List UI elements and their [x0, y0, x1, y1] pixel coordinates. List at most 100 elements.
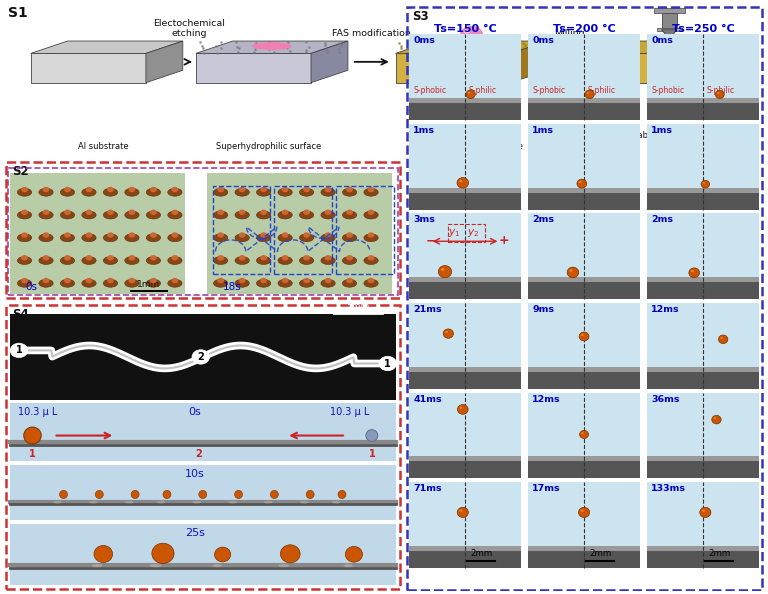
Ellipse shape [171, 187, 178, 192]
Text: 21ms: 21ms [413, 305, 442, 314]
FancyBboxPatch shape [10, 465, 396, 520]
Ellipse shape [325, 187, 332, 192]
FancyBboxPatch shape [528, 546, 640, 551]
Ellipse shape [18, 257, 31, 264]
FancyBboxPatch shape [10, 403, 396, 461]
Ellipse shape [214, 188, 228, 196]
Text: 12ms: 12ms [532, 394, 561, 403]
Ellipse shape [303, 187, 310, 192]
Ellipse shape [39, 279, 53, 287]
Ellipse shape [264, 501, 273, 504]
Ellipse shape [89, 501, 98, 504]
Ellipse shape [22, 210, 28, 215]
Ellipse shape [171, 210, 178, 215]
Ellipse shape [214, 257, 228, 264]
Polygon shape [31, 53, 146, 83]
Text: 1ms: 1ms [413, 126, 435, 135]
Ellipse shape [124, 188, 139, 196]
Polygon shape [707, 41, 743, 83]
Text: +: + [499, 234, 509, 247]
Ellipse shape [257, 211, 271, 219]
Ellipse shape [581, 334, 584, 336]
Ellipse shape [300, 188, 314, 196]
Ellipse shape [321, 188, 335, 196]
Text: 18s: 18s [223, 282, 241, 292]
FancyBboxPatch shape [409, 303, 521, 389]
Text: 3ms: 3ms [413, 216, 435, 225]
Ellipse shape [368, 278, 375, 283]
Text: Ts=150 °C: Ts=150 °C [434, 24, 496, 34]
Ellipse shape [325, 278, 332, 283]
Ellipse shape [459, 180, 462, 182]
Ellipse shape [364, 234, 378, 242]
Ellipse shape [439, 266, 452, 278]
Polygon shape [396, 53, 511, 83]
Ellipse shape [303, 232, 310, 238]
Ellipse shape [459, 510, 462, 511]
Ellipse shape [193, 501, 201, 504]
Ellipse shape [300, 279, 314, 287]
Ellipse shape [43, 210, 49, 215]
FancyBboxPatch shape [528, 34, 640, 120]
Ellipse shape [338, 491, 346, 498]
FancyBboxPatch shape [528, 213, 640, 299]
FancyBboxPatch shape [661, 13, 677, 30]
FancyBboxPatch shape [528, 282, 640, 299]
Text: 25s: 25s [185, 527, 205, 538]
Ellipse shape [235, 279, 250, 287]
Text: S-philic: S-philic [707, 86, 735, 95]
Text: $y_1$: $y_1$ [448, 227, 461, 239]
Ellipse shape [239, 187, 246, 192]
Ellipse shape [715, 90, 724, 99]
Ellipse shape [157, 501, 165, 504]
Ellipse shape [257, 234, 271, 242]
Ellipse shape [282, 187, 289, 192]
Ellipse shape [217, 278, 224, 283]
Ellipse shape [217, 232, 224, 238]
Ellipse shape [278, 279, 293, 287]
FancyBboxPatch shape [409, 367, 521, 372]
FancyBboxPatch shape [409, 124, 521, 210]
Circle shape [10, 343, 28, 358]
Ellipse shape [325, 255, 332, 261]
Ellipse shape [103, 188, 118, 196]
Ellipse shape [579, 332, 589, 341]
FancyBboxPatch shape [409, 103, 521, 120]
Text: 2mm: 2mm [708, 549, 730, 558]
Ellipse shape [280, 545, 300, 563]
FancyBboxPatch shape [647, 98, 759, 103]
Ellipse shape [303, 210, 310, 215]
Ellipse shape [332, 501, 340, 504]
Ellipse shape [712, 415, 721, 424]
Ellipse shape [580, 431, 588, 438]
Ellipse shape [199, 491, 207, 498]
Ellipse shape [61, 234, 74, 242]
Ellipse shape [146, 211, 161, 219]
Ellipse shape [217, 210, 224, 215]
FancyBboxPatch shape [647, 546, 759, 551]
Ellipse shape [466, 90, 475, 99]
Ellipse shape [689, 268, 700, 277]
Text: 1ms: 1ms [532, 126, 554, 135]
Ellipse shape [343, 257, 356, 264]
FancyBboxPatch shape [647, 34, 759, 120]
FancyBboxPatch shape [409, 456, 521, 462]
Text: S4: S4 [12, 308, 29, 321]
Ellipse shape [464, 29, 470, 34]
Ellipse shape [39, 188, 53, 196]
Text: S3: S3 [412, 11, 429, 23]
Ellipse shape [103, 257, 118, 264]
Polygon shape [146, 41, 183, 83]
FancyBboxPatch shape [528, 372, 640, 389]
Ellipse shape [128, 255, 135, 261]
Ellipse shape [260, 255, 267, 261]
Ellipse shape [443, 329, 453, 338]
Ellipse shape [700, 507, 711, 517]
Ellipse shape [343, 234, 356, 242]
FancyBboxPatch shape [647, 282, 759, 299]
Ellipse shape [457, 507, 468, 517]
Text: 2: 2 [195, 448, 202, 459]
Ellipse shape [128, 232, 135, 238]
Text: Superhydrophilic surface: Superhydrophilic surface [216, 141, 321, 151]
Ellipse shape [61, 257, 74, 264]
